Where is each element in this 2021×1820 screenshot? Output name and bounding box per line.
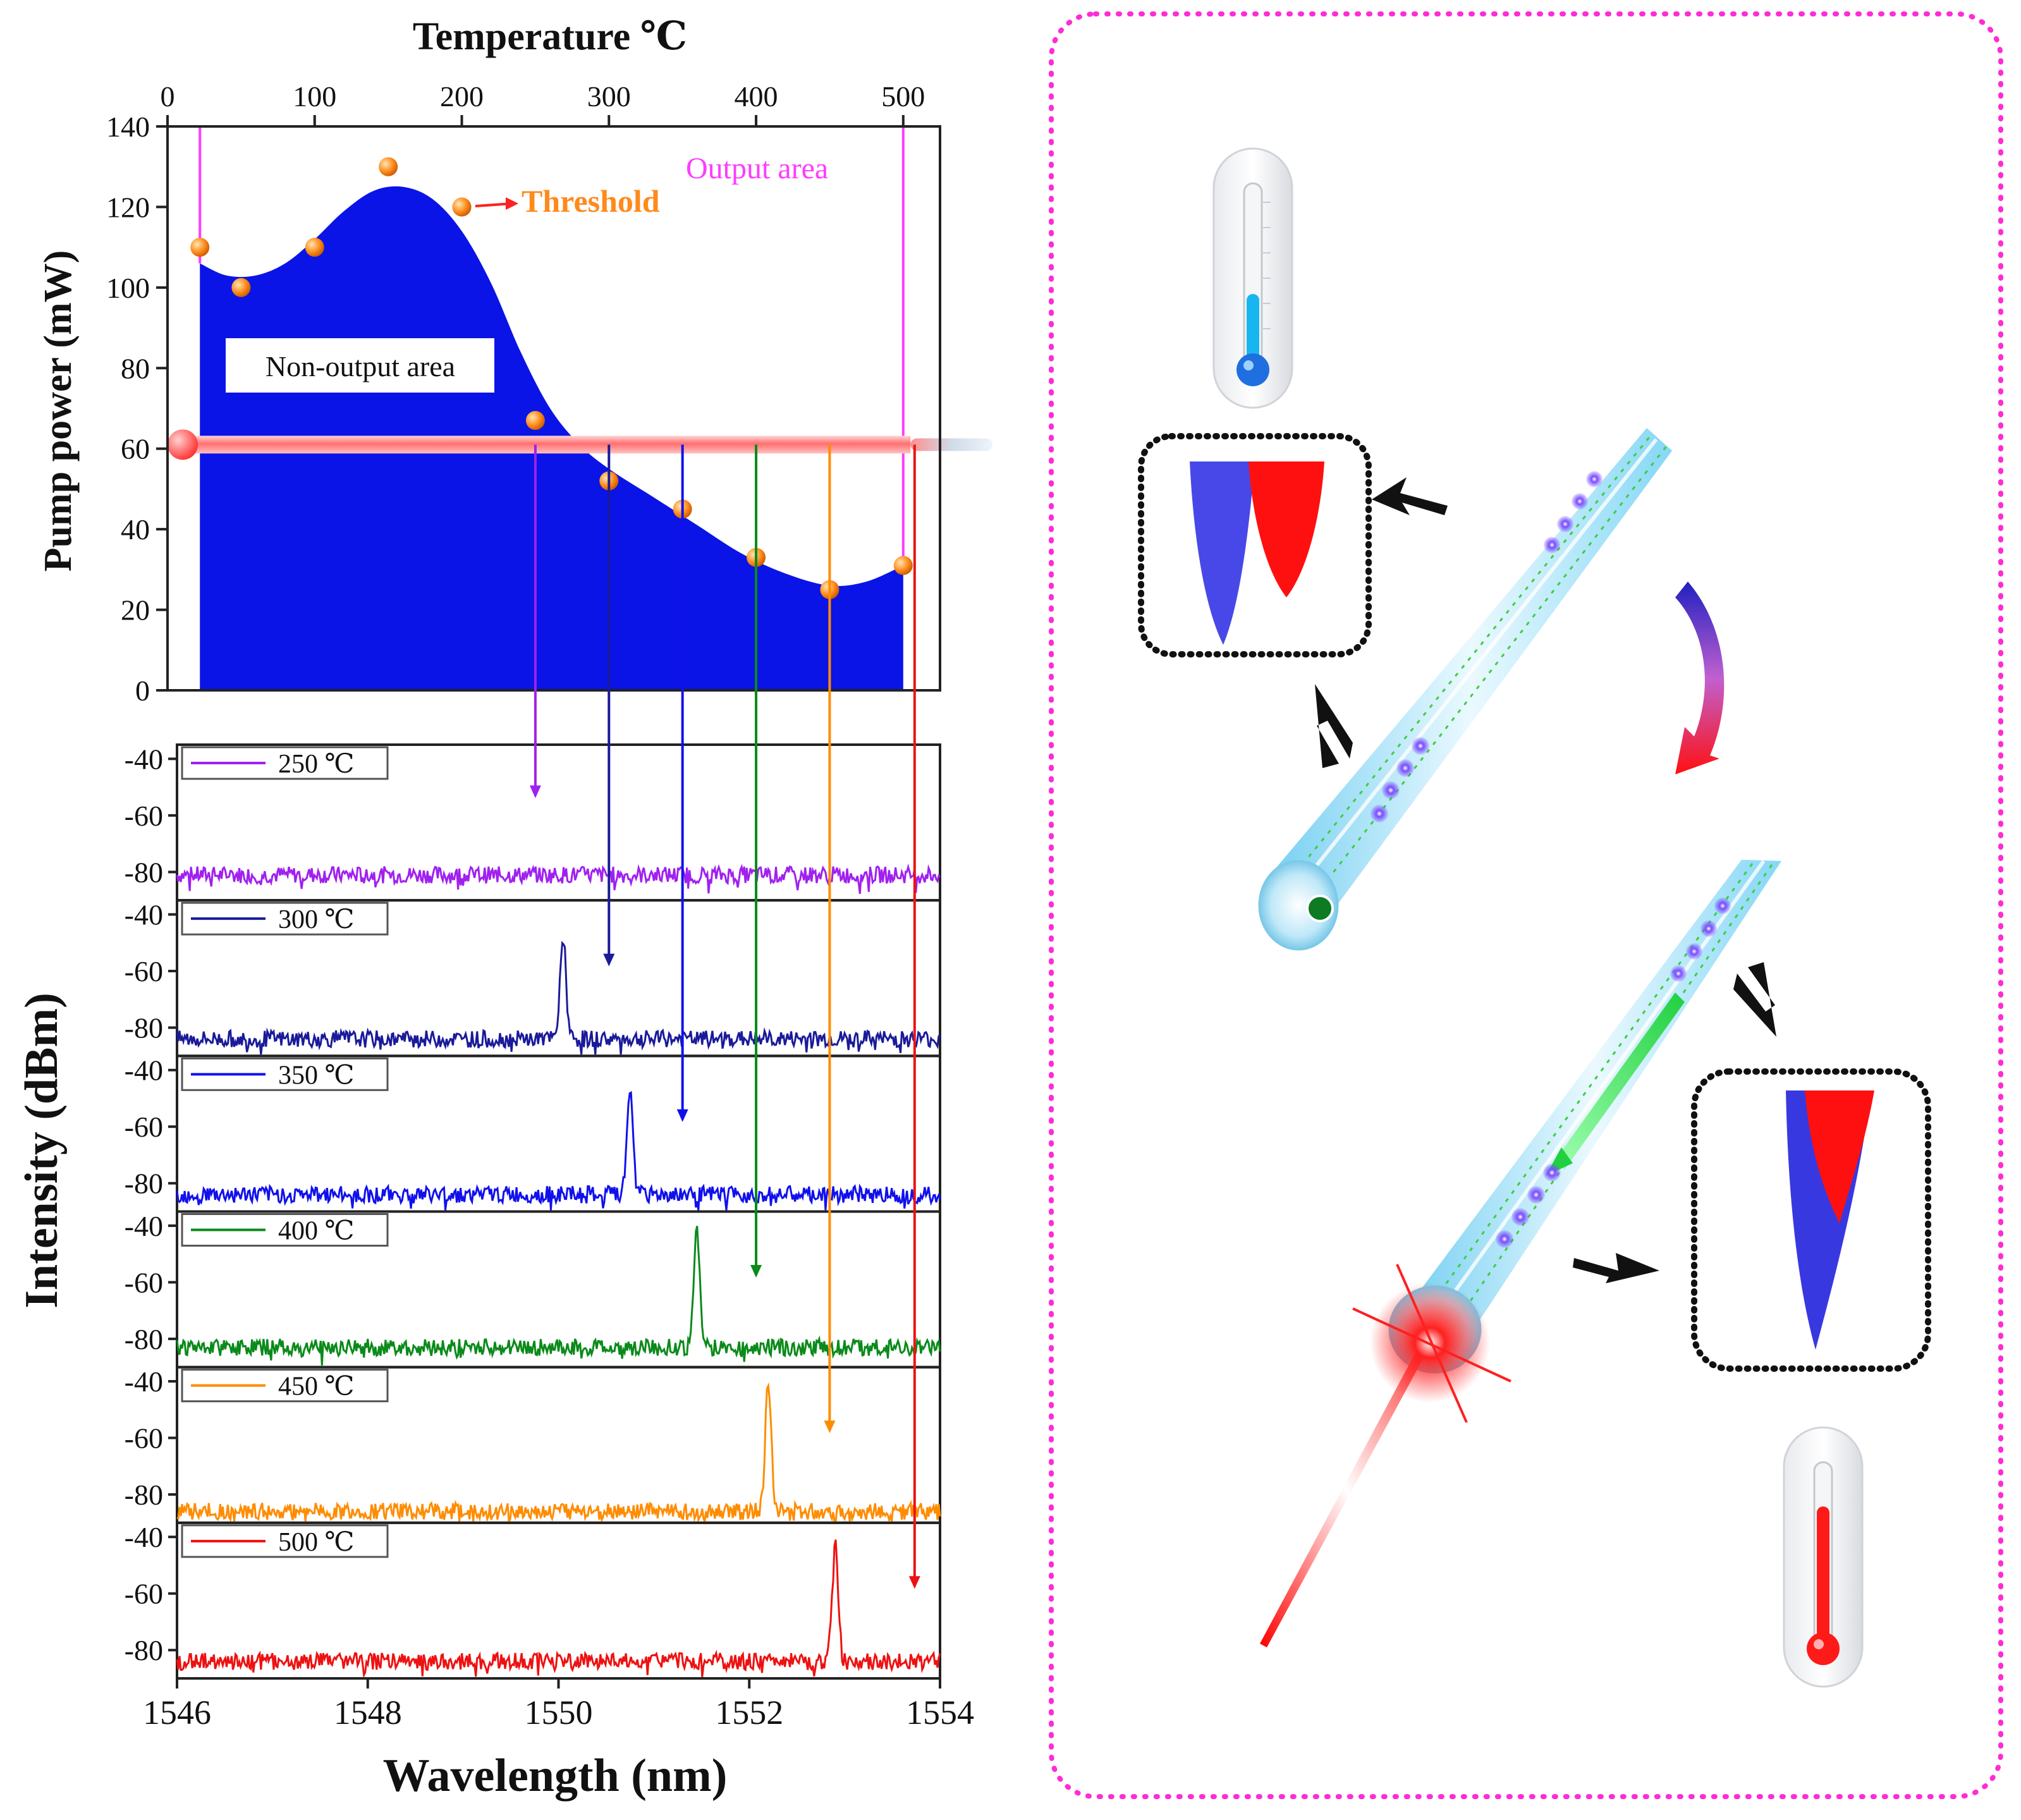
y-tick-label: -80 <box>125 856 163 888</box>
x-tick-label: 1550 <box>525 1694 593 1731</box>
y-tick-label: 80 <box>121 352 150 384</box>
y-tick-label: -40 <box>125 1054 163 1087</box>
threshold-label: Threshold <box>522 183 660 219</box>
pump-power-line <box>168 429 992 460</box>
threshold-point <box>525 411 545 431</box>
y-tick-label: -60 <box>125 1578 163 1610</box>
y-tick-label: -40 <box>125 743 163 775</box>
schematic-frame <box>1049 11 2003 1799</box>
hot-thermometer-icon <box>1783 1426 1864 1688</box>
y-tick-label: -40 <box>125 1210 163 1242</box>
y-tick-label: -40 <box>125 899 163 931</box>
x-tick-label: 100 <box>293 80 336 113</box>
x-tick-label: 400 <box>735 80 778 113</box>
arrow-up-left-icon <box>1315 684 1353 768</box>
legend-label: 250 ℃ <box>278 750 354 779</box>
output-area-label: Output area <box>686 152 828 185</box>
x-tick-label: 1548 <box>334 1694 402 1731</box>
x-tick-label: 0 <box>161 80 175 113</box>
threshold-point <box>305 238 324 257</box>
direction-arrows <box>1315 477 1776 1283</box>
temperature-arrowhead <box>603 953 615 967</box>
arrow-left-icon <box>1372 477 1448 515</box>
y-tick-label: -60 <box>125 955 163 987</box>
temperature-arrowhead <box>676 1109 688 1122</box>
non-output-area-box <box>226 338 494 393</box>
y-tick-label: 100 <box>106 272 150 304</box>
y-tick-label: 140 <box>106 111 150 143</box>
y-tick-label: -80 <box>125 1634 163 1666</box>
threshold-point <box>190 238 210 257</box>
y-tick-label: -80 <box>125 1479 163 1511</box>
pump-bar <box>180 436 911 454</box>
x-tick-label: 1554 <box>906 1694 974 1731</box>
legend-label: 400 ℃ <box>278 1217 354 1246</box>
legend-label: 500 ℃ <box>278 1528 354 1557</box>
spectrum-line <box>176 863 941 895</box>
spectrum-line <box>176 1226 941 1366</box>
spectrum-line <box>176 1539 941 1679</box>
spectrum-line <box>176 1382 941 1525</box>
hot-spectrum-inset <box>1691 1068 1931 1372</box>
temperature-arrowhead <box>750 1264 762 1278</box>
legend-box <box>181 1524 389 1558</box>
top-plot-frame <box>166 125 941 692</box>
temperature-arrowhead <box>529 785 541 798</box>
temperature-arrows <box>529 444 920 1589</box>
x-axis-title-wavelength: Wavelength (nm) <box>383 1750 728 1802</box>
y-tick-label: 0 <box>135 675 150 707</box>
threshold-pointer-arrowhead <box>506 197 518 210</box>
spectrum-line <box>176 1090 941 1211</box>
pump-bar-tail <box>910 438 992 451</box>
y-tick-label: -80 <box>125 1323 163 1355</box>
y-tick-label: 60 <box>121 433 150 465</box>
y-tick-label: -60 <box>125 800 163 832</box>
curved-shift-arrow-icon <box>1675 582 1725 774</box>
threshold-point <box>379 157 398 176</box>
y-axis-title-pump-power: Pump power (mW) <box>37 250 80 572</box>
spectrum-line <box>176 941 941 1055</box>
x-tick-label: 200 <box>440 80 484 113</box>
legend-label: 300 ℃ <box>278 905 354 934</box>
x-tick-label: 300 <box>587 80 631 113</box>
y-axis-title-intensity: Intensity (dBm) <box>16 992 68 1309</box>
threshold-legend-point <box>452 197 472 217</box>
threshold-point <box>231 278 251 297</box>
sensor-schematic <box>1049 11 2003 1799</box>
y-tick-label: 120 <box>106 191 150 223</box>
y-tick-label: -40 <box>125 1521 163 1553</box>
legend-label: 450 ℃ <box>278 1372 354 1402</box>
y-tick-label: 20 <box>121 594 150 626</box>
cold-spectrum-inset <box>1138 433 1372 657</box>
x-axis-title-temperature: Temperature ℃ <box>413 15 687 58</box>
threshold-chart: 0 20 40 60 80 100 120 140 0 100 200 300 400 500 Tempe… <box>37 15 992 707</box>
temperature-arrowhead <box>908 1576 920 1589</box>
pump-source-dot <box>168 429 198 460</box>
y-tick-label: -60 <box>125 1266 163 1298</box>
legend-label: 350 ℃ <box>278 1061 354 1090</box>
fiber-hot <box>1260 860 1781 1647</box>
y-tick-label: -80 <box>125 1012 163 1044</box>
y-tick-label: -60 <box>125 1111 163 1143</box>
arrow-right-icon <box>1573 1253 1659 1283</box>
y-tick-label: -60 <box>125 1422 163 1455</box>
non-output-area-label: Non-output area <box>266 350 455 382</box>
arrow-down-right-icon <box>1733 962 1776 1037</box>
fiber-cold <box>1258 428 1672 951</box>
threshold-points <box>190 157 913 599</box>
spectra-chart: 250 ℃ 300 ℃ 350 ℃ 400 ℃ 450 ℃ 500 ℃ -40 -60 -80… <box>16 444 974 1802</box>
x-tick-label: 1552 <box>715 1694 783 1731</box>
y-tick-label: -80 <box>125 1168 163 1200</box>
x-tick-label: 1546 <box>143 1694 211 1731</box>
y-tick-label: 40 <box>121 513 150 546</box>
cold-thermometer-icon <box>1212 147 1293 409</box>
x-tick-label: 500 <box>881 80 925 113</box>
threshold-point <box>893 556 913 575</box>
y-tick-label: -40 <box>125 1365 163 1398</box>
temperature-arrowhead <box>824 1420 836 1434</box>
